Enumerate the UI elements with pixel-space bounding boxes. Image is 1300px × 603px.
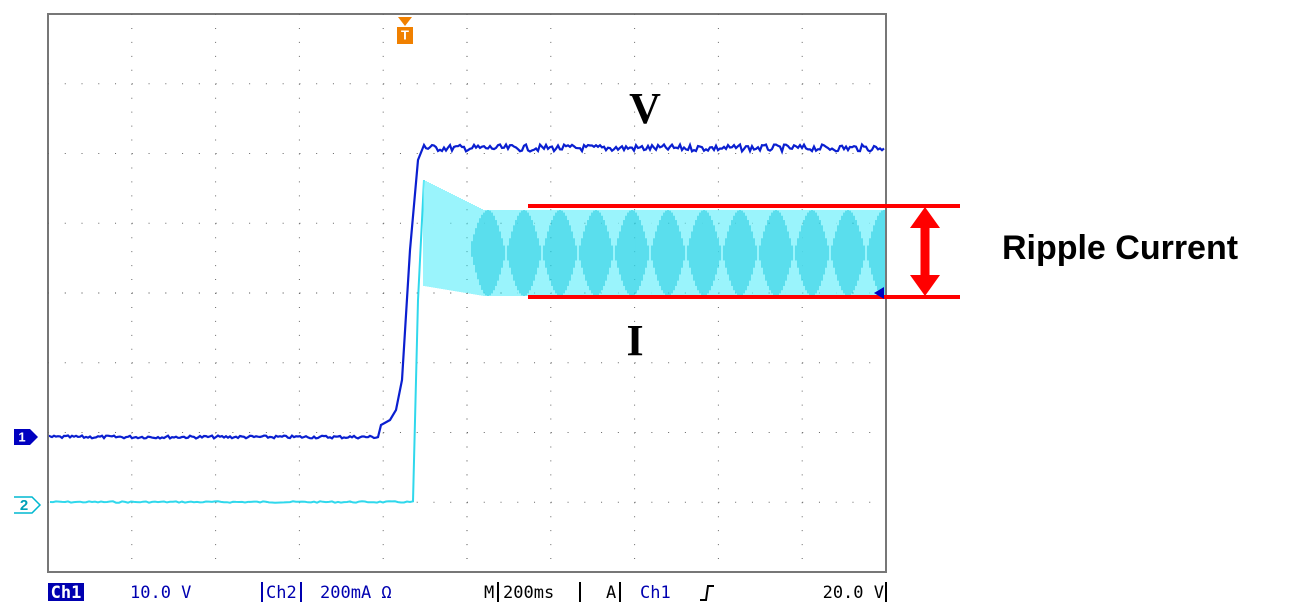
trigger-slope xyxy=(700,586,714,600)
current-label: I xyxy=(626,316,643,365)
timebase-prefix: M xyxy=(484,583,494,603)
scope-screen: V I Ripple Current 1 2 T Ch1 10.0 V Ch2 … xyxy=(0,0,1300,603)
trigger-marker-label: T xyxy=(401,27,409,42)
scope-display: V I Ripple Current 1 2 T Ch1 10.0 V Ch2 … xyxy=(0,0,1300,603)
timebase: 200ms xyxy=(503,583,554,603)
ch1-label: Ch1 xyxy=(51,583,82,603)
trigger-source: Ch1 xyxy=(640,583,671,603)
ch1-marker-label: 1 xyxy=(18,429,25,444)
trigger-prefix: A xyxy=(606,583,616,603)
ripple-label: Ripple Current xyxy=(1002,229,1238,267)
voltage-label: V xyxy=(629,84,661,133)
ripple-arrow-head xyxy=(910,207,940,228)
ch2-marker-label: 2 xyxy=(20,497,28,514)
trigger-level: 20.0 V xyxy=(823,583,884,603)
ch2-scale: 200mA Ω xyxy=(320,583,392,603)
ripple-arrow-head xyxy=(910,275,940,296)
ch1-scale: 10.0 V xyxy=(130,583,191,603)
ch2-label: Ch2 xyxy=(266,583,297,603)
